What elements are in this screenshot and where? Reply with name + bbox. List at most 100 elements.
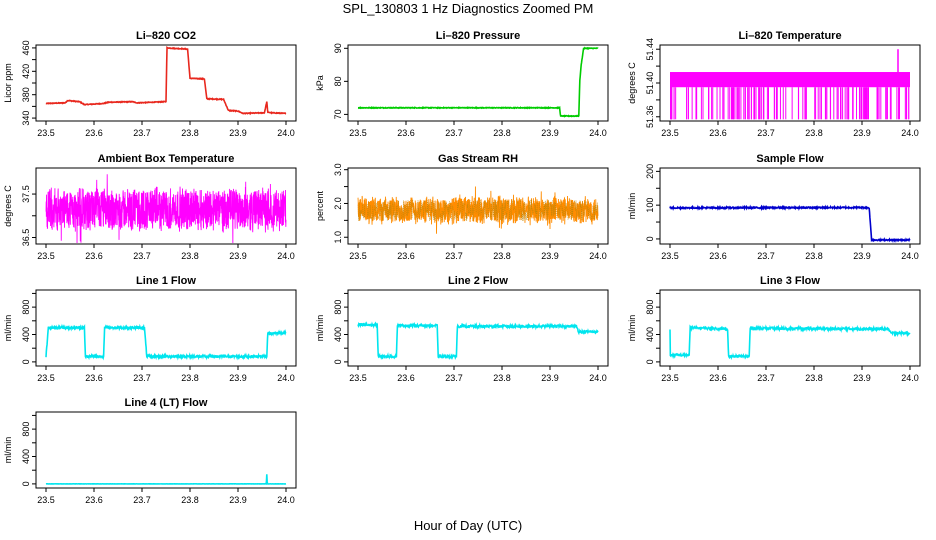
y-axis-label: Licor ppm [3, 63, 13, 103]
x-tick-label: 23.8 [181, 128, 199, 138]
x-tick-label: 23.5 [349, 251, 367, 261]
x-tick-label: 23.9 [229, 373, 247, 383]
x-tick-label: 23.8 [181, 251, 199, 261]
x-tick-label: 24.0 [589, 373, 607, 383]
x-tick-label: 23.6 [397, 373, 415, 383]
y-tick-label: 0 [645, 359, 655, 364]
y-tick-label: 800 [333, 300, 343, 315]
x-tick-label: 23.6 [85, 251, 103, 261]
y-tick-label: 70 [333, 109, 343, 119]
series-sample-flow [669, 204, 911, 243]
x-tick-label: 23.6 [85, 373, 103, 383]
x-tick-label: 23.8 [181, 495, 199, 505]
y-tick-label: 380 [21, 87, 31, 102]
series-co2 [45, 46, 287, 116]
series-line [357, 186, 599, 234]
x-tick-label: 23.8 [493, 373, 511, 383]
plot-frame [659, 167, 921, 245]
y-tick-label: 400 [21, 327, 31, 342]
panel-title: Gas Stream RH [438, 153, 518, 165]
x-tick-label: 24.0 [901, 251, 919, 261]
y-tick-label: 1.0 [333, 231, 343, 244]
x-tick-label: 24.0 [589, 251, 607, 261]
panel-title: Line 1 Flow [136, 275, 196, 287]
y-tick-label: 0 [21, 481, 31, 486]
series-line [45, 474, 287, 485]
panel-title: Line 3 Flow [760, 275, 820, 287]
y-tick-label: 800 [645, 300, 655, 315]
x-tick-label: 23.7 [133, 251, 151, 261]
plot-frame [659, 289, 921, 367]
x-tick-label: 23.6 [709, 373, 727, 383]
series-line2 [357, 321, 599, 361]
y-tick-label: 80 [333, 76, 343, 86]
panel-sample-flow: Sample Flow ml/min 0 100 200 23.5 23.6 23.7 23.8… [627, 153, 921, 261]
y-axis-label: ml/min [3, 437, 13, 464]
panel-line4: Line 4 (LT) Flow ml/min 0 400 800 23.5 23.6 23.… [3, 397, 297, 505]
series-licor-temp [670, 49, 910, 120]
x-tick-label: 23.9 [229, 128, 247, 138]
series-line [45, 323, 287, 361]
figure-xlabel: Hour of Day (UTC) [413, 518, 523, 533]
x-tick-label: 24.0 [901, 128, 919, 138]
plot-frame [347, 167, 609, 245]
series-line [357, 321, 599, 361]
x-tick-label: 23.8 [181, 373, 199, 383]
x-tick-label: 23.6 [397, 251, 415, 261]
x-tick-label: 23.5 [349, 373, 367, 383]
plot-frame [347, 44, 609, 122]
panel-title: Sample Flow [756, 153, 824, 165]
y-tick-label: 200 [645, 164, 655, 179]
x-tick-label: 23.9 [229, 251, 247, 261]
y-tick-label: 0 [645, 236, 655, 241]
y-axis-label: degrees C [627, 62, 637, 104]
series-line4 [45, 474, 287, 485]
x-tick-label: 23.6 [85, 128, 103, 138]
panel-line1: Line 1 Flow ml/min 0 400 800 23.5 23.6 23.7 23.8… [3, 275, 297, 383]
panel-title: Li–820 CO2 [136, 30, 196, 42]
y-axis-label: kPa [315, 75, 325, 91]
series-line [45, 174, 287, 243]
y-tick-label: 420 [21, 64, 31, 79]
plot-frame [35, 167, 297, 245]
panel-line2: Line 2 Flow ml/min 0 400 800 23.5 23.6 23.7 23.8… [315, 275, 609, 383]
y-tick-label: 51.44 [645, 38, 655, 61]
series-line-secondary [357, 199, 599, 222]
x-tick-label: 23.6 [397, 128, 415, 138]
panel-pressure: Li–820 Pressure kPa 70 80 90 23.5 23.6 23.7 23.8… [315, 30, 609, 138]
y-tick-label: 90 [333, 43, 343, 53]
x-tick-label: 24.0 [277, 251, 295, 261]
series-rh [357, 186, 599, 234]
panel-title: Li–820 Temperature [738, 30, 841, 42]
panel-ambient-temp: Ambient Box Temperature degrees C 36.5 37.5… [3, 153, 297, 261]
x-tick-label: 23.7 [133, 128, 151, 138]
x-tick-label: 23.8 [805, 128, 823, 138]
y-axis-label: degrees C [3, 185, 13, 227]
x-tick-label: 23.5 [37, 373, 55, 383]
x-tick-label: 23.7 [445, 373, 463, 383]
panel-title: Line 4 (LT) Flow [125, 397, 208, 409]
x-tick-label: 23.5 [661, 373, 679, 383]
x-tick-label: 23.5 [37, 128, 55, 138]
x-tick-label: 23.6 [709, 251, 727, 261]
x-tick-label: 23.5 [661, 251, 679, 261]
x-tick-label: 23.6 [85, 495, 103, 505]
x-tick-label: 24.0 [901, 373, 919, 383]
y-tick-label: 51.36 [645, 106, 655, 129]
x-tick-label: 23.7 [133, 495, 151, 505]
y-tick-label: 3.0 [333, 163, 343, 176]
x-tick-label: 23.7 [445, 251, 463, 261]
series-line [669, 204, 911, 243]
panel-line3: Line 3 Flow ml/min 0 400 800 23.5 23.6 23.7 23.8… [627, 275, 921, 383]
x-tick-label: 23.5 [37, 495, 55, 505]
y-axis-label: ml/min [3, 315, 13, 342]
panel-rh: Gas Stream RH percent 1.0 2.0 3.0 23.5 23.6 23.… [315, 153, 609, 261]
y-tick-label: 800 [21, 422, 31, 437]
series-ambient-temp [45, 174, 287, 243]
y-tick-label: 0 [333, 359, 343, 364]
figure-title: SPL_130803 1 Hz Diagnostics Zoomed PM [342, 1, 594, 16]
y-tick-label: 51.40 [645, 72, 655, 95]
y-tick-label: 400 [21, 449, 31, 464]
panel-co2: Li–820 CO2 Licor ppm 340 380 420 460 23.5 23.6 2… [3, 30, 297, 138]
